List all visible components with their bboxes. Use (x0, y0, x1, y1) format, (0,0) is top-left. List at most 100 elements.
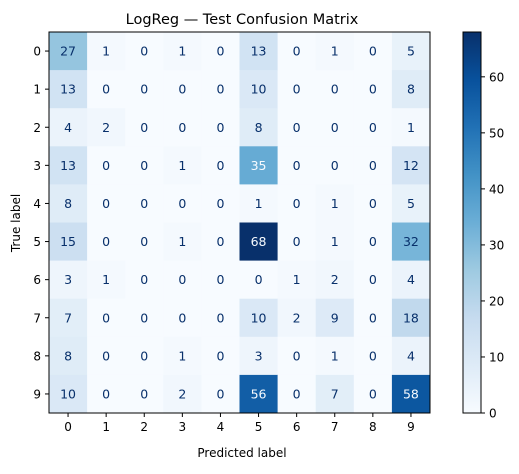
cell-value-label: 1 (331, 234, 339, 249)
cell-value-label: 2 (331, 272, 339, 287)
heatmap-cell (239, 336, 278, 376)
heatmap-cell (315, 70, 355, 109)
cell-value-label: 0 (293, 158, 301, 173)
cell-value-label: 5 (407, 196, 415, 211)
cell-value-label: 1 (102, 44, 110, 59)
heatmap-cell (391, 298, 431, 338)
cell-value-label: 2 (102, 120, 110, 135)
cell-value-label: 0 (102, 348, 110, 363)
cell-value-label: 0 (293, 196, 301, 211)
heatmap-cell (87, 32, 126, 71)
heatmap-cell (125, 222, 164, 261)
heatmap-cell (239, 374, 278, 414)
heatmap-cell (163, 32, 202, 71)
cell-value-label: 0 (331, 82, 339, 97)
cell-value-label: 1 (178, 44, 186, 59)
cell-value-label: 4 (407, 348, 415, 363)
colorbar-tick-label: 30 (489, 238, 504, 252)
heatmap-cell (315, 222, 355, 261)
heatmap-cell (277, 298, 317, 338)
heatmap-cell (49, 184, 88, 223)
heatmap-cell (125, 108, 164, 147)
y-axis-label: True label (9, 194, 23, 253)
heatmap-cell (49, 108, 88, 147)
heatmap-cell (315, 32, 355, 71)
heatmap-cell (353, 298, 393, 338)
heatmap-cell (163, 184, 202, 223)
heatmap-cell (277, 184, 317, 223)
heatmap-cells (49, 32, 431, 414)
heatmap-cell (49, 260, 88, 300)
y-tick-label: 6 (33, 273, 41, 287)
heatmap-cell (239, 108, 278, 147)
cell-value-label: 3 (255, 348, 263, 363)
heatmap-cell (277, 260, 317, 300)
cell-value-label: 1 (178, 158, 186, 173)
cell-value-label: 0 (216, 272, 224, 287)
cell-value-label: 1 (178, 234, 186, 249)
heatmap-cell (125, 32, 164, 71)
cell-value-label: 0 (331, 158, 339, 173)
cell-value-label: 0 (178, 82, 186, 97)
heatmap-cell (315, 374, 355, 414)
y-tick-label: 4 (33, 197, 41, 211)
cell-value-label: 0 (102, 196, 110, 211)
heatmap-cell (353, 336, 393, 376)
heatmap-cell (125, 184, 164, 223)
cell-value-label: 0 (140, 158, 148, 173)
heatmap-cell (163, 260, 202, 300)
cell-value-label: 4 (64, 120, 72, 135)
cell-value-label: 0 (102, 386, 110, 401)
cell-value-label: 1 (331, 348, 339, 363)
cell-value-label: 0 (178, 310, 186, 325)
heatmap-cell (87, 108, 126, 147)
cell-value-label: 9 (331, 310, 339, 325)
cell-value-label: 0 (178, 120, 186, 135)
heatmap-cell (239, 298, 278, 338)
cell-value-label: 0 (293, 348, 301, 363)
heatmap-cell (277, 70, 317, 109)
heatmap-cell (353, 70, 393, 109)
heatmap-cell (391, 70, 431, 109)
colorbar-tick-label: 10 (489, 350, 504, 364)
cell-value-label: 0 (216, 386, 224, 401)
heatmap-cell (391, 184, 431, 223)
cell-value-label: 1 (255, 196, 263, 211)
heatmap-cell (163, 374, 202, 414)
colorbar-tick-label: 20 (489, 294, 504, 308)
cell-value-label: 0 (216, 196, 224, 211)
x-tick-label: 5 (255, 420, 263, 434)
cell-value-label: 1 (331, 44, 339, 59)
heatmap-cell (87, 222, 126, 261)
heatmap-cell (391, 336, 431, 376)
x-axis-label: Predicted label (197, 446, 286, 460)
cell-value-label: 4 (407, 272, 415, 287)
cell-value-label: 0 (369, 386, 377, 401)
cell-value-label: 0 (140, 196, 148, 211)
cell-value-label: 0 (293, 234, 301, 249)
cell-value-label: 8 (255, 120, 263, 135)
heatmap-cell (87, 298, 126, 338)
cell-value-label: 58 (403, 386, 419, 401)
y-tick-label: 9 (33, 387, 41, 401)
heatmap-cell (315, 336, 355, 376)
heatmap-cell (201, 260, 240, 300)
cell-value-label: 0 (293, 44, 301, 59)
cell-value-label: 0 (331, 120, 339, 135)
cell-value-label: 13 (251, 44, 267, 59)
cell-value-label: 27 (60, 44, 76, 59)
x-tick-label: 1 (102, 420, 110, 434)
heatmap-cell (163, 146, 202, 185)
heatmap-cell (277, 374, 317, 414)
chart-title: LogReg — Test Confusion Matrix (126, 12, 359, 28)
x-tick-label: 4 (217, 420, 225, 434)
cell-value-label: 0 (178, 272, 186, 287)
cell-value-label: 0 (216, 310, 224, 325)
heatmap-cell (163, 298, 202, 338)
cell-value-label: 8 (407, 82, 415, 97)
cell-value-label: 13 (60, 82, 76, 97)
colorbar-tick-label: 50 (489, 126, 504, 140)
y-axis-ticks: 0 1 2 3 4 5 6 7 8 9 (33, 45, 49, 401)
y-tick-label: 1 (33, 83, 41, 97)
